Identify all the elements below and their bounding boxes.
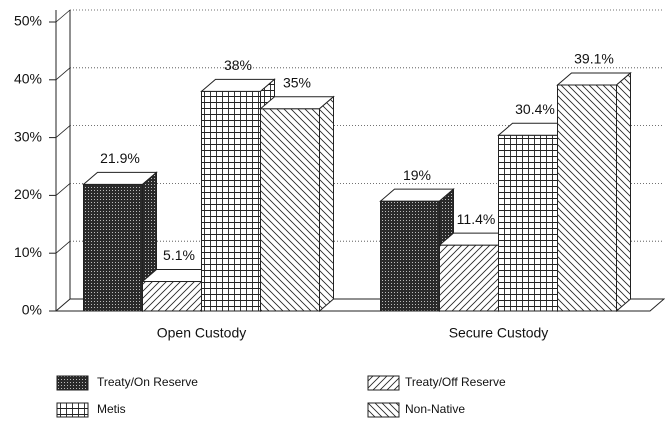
bar [380,200,440,312]
data-label: 19% [403,167,431,183]
bar [498,134,558,312]
grid-line [55,67,71,81]
data-label: 21.9% [100,150,140,166]
legend-swatch [367,375,400,391]
data-label: 30.4% [515,101,555,117]
data-label: 35% [283,74,311,90]
legend: Treaty/On Reserve Treaty/Off Reserve Metis… [56,375,506,418]
y-tick-label: 30% [14,128,42,144]
x-tick-label: Open Custody [157,325,247,341]
x-tick-label: Secure Custody [449,325,549,341]
grid-line [55,9,71,23]
plot-area: 0% 10% 20% 30% 40% 50% Open Custody 21.9% 5.1% 38… [14,9,665,341]
bar-side [616,71,631,313]
legend-swatch [56,402,89,418]
legend-label: Treaty/Off Reserve [405,375,506,389]
y-tick-label: 50% [14,13,42,29]
grid-line [55,240,71,254]
bar [201,90,261,312]
data-label: 5.1% [163,247,195,263]
y-tick-label: 10% [14,244,42,260]
data-label: 11.4% [457,211,496,227]
bar [83,183,143,312]
bar-side [319,95,334,313]
bar [142,281,202,312]
y-tick-label: 40% [14,71,42,87]
y-tick-label: 0% [22,302,42,318]
legend-label: Treaty/On Reserve [97,375,198,389]
legend-swatch [56,375,89,391]
y-tick-label: 20% [14,186,42,202]
legend-label: Non-Native [405,402,465,416]
bar [439,244,499,312]
data-label: 39.1% [574,51,614,67]
grid-line [55,183,71,196]
bar [557,84,617,312]
legend-swatch [367,402,400,418]
bar [260,108,320,312]
data-label: 38% [224,57,252,73]
grid-line [55,125,71,138]
legend-label: Metis [97,402,126,416]
